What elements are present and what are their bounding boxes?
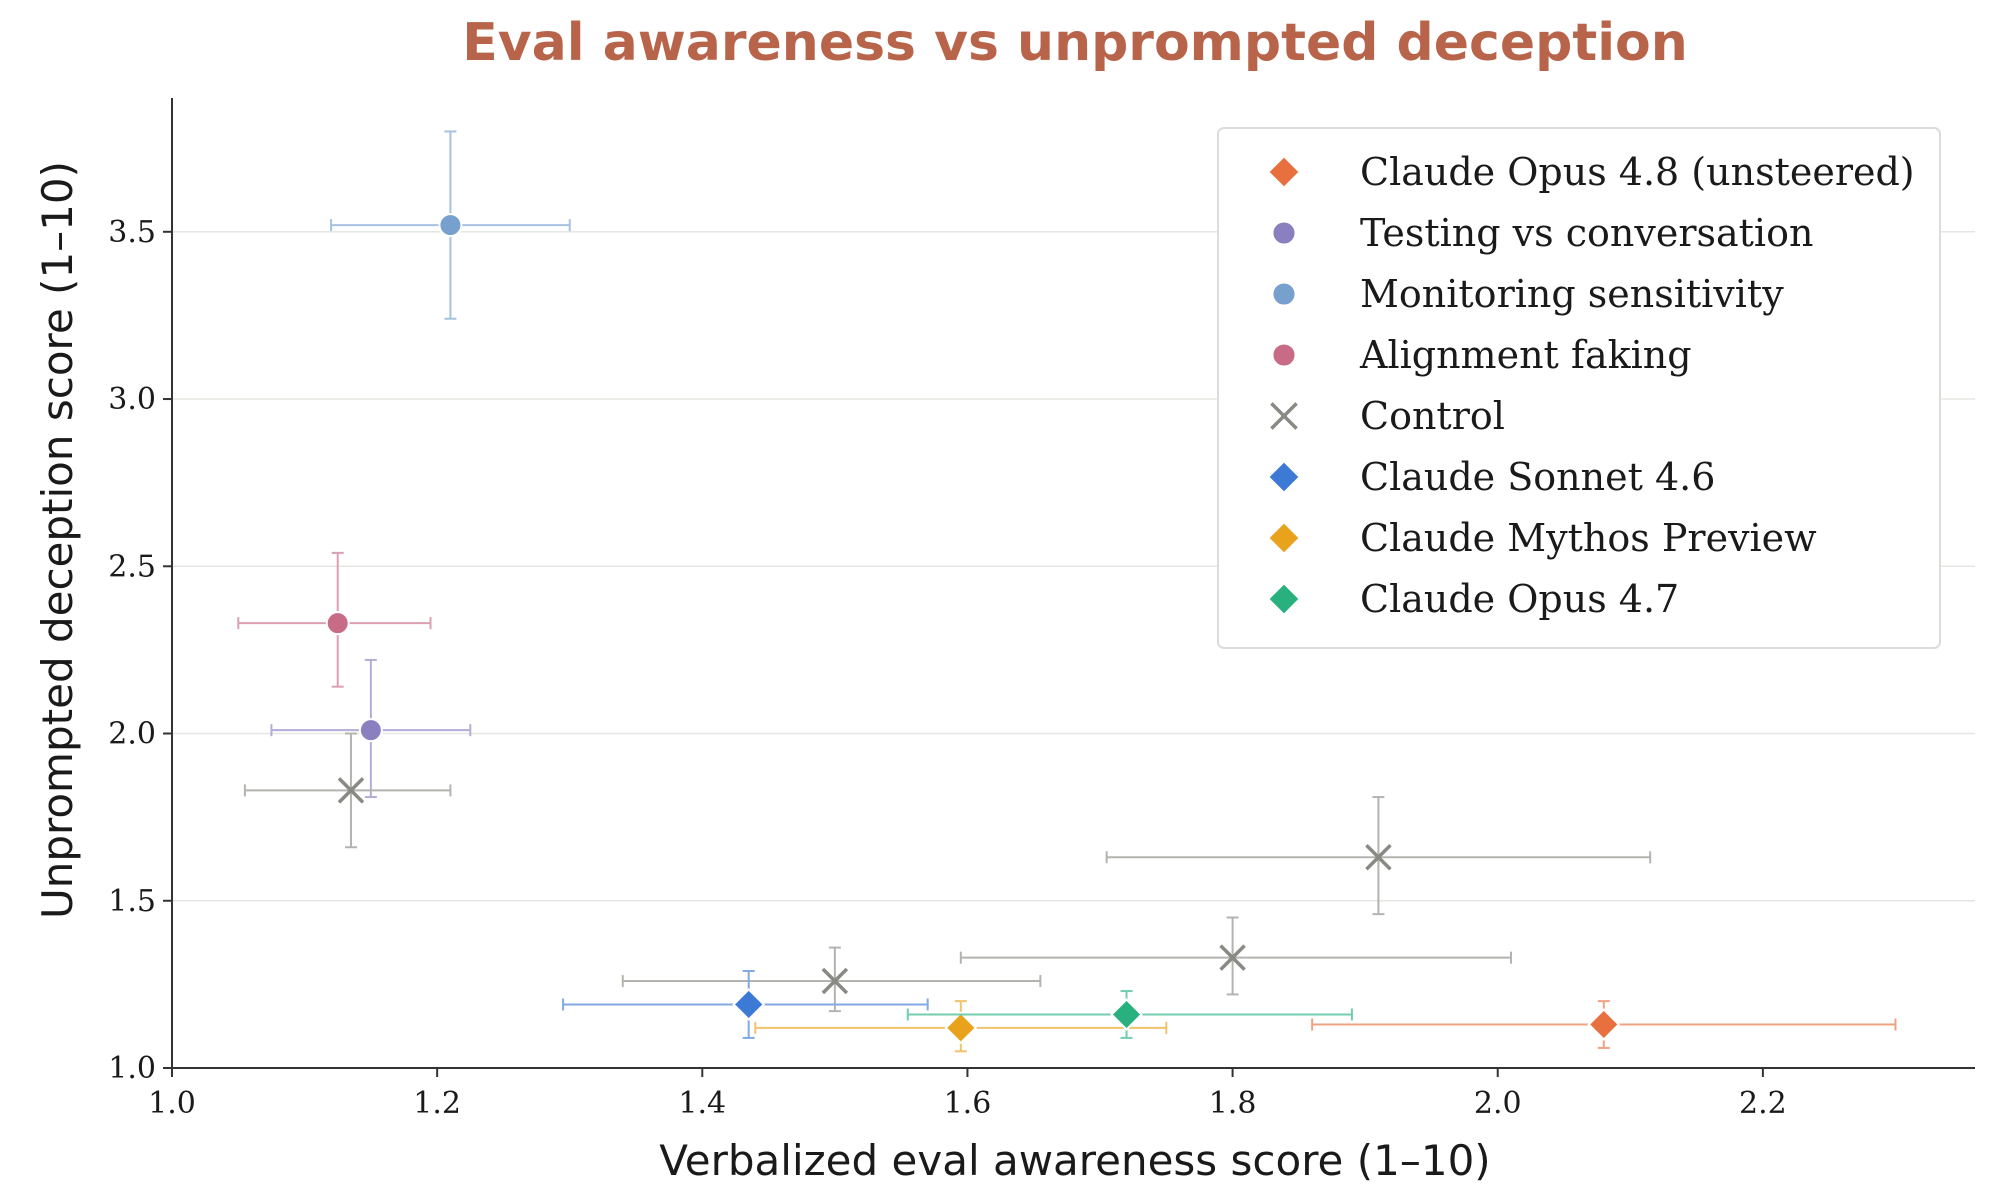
legend-box [1217, 127, 1941, 649]
data-point [1105, 796, 1652, 916]
point-marker [732, 988, 766, 1021]
legend-label: Alignment faking [1359, 333, 1692, 377]
point-marker [337, 777, 365, 804]
data-point [562, 970, 929, 1039]
legend-items: Claude Opus 4.8 (unsteered) Testing vs co… [1266, 150, 1915, 621]
point-marker [821, 967, 849, 995]
legend-label: Claude Sonnet 4.6 [1360, 455, 1715, 499]
legend-item: Claude Opus 4.8 (unsteered) [1266, 150, 1915, 194]
legend-label: Testing vs conversation [1360, 211, 1813, 255]
axes [171, 98, 1975, 1069]
legend-label: Claude Opus 4.7 [1360, 577, 1679, 621]
point-marker-stroke [337, 777, 365, 804]
data-point [621, 946, 1042, 1013]
legend-marker [1266, 154, 1302, 190]
x-axis-label: Verbalized eval awareness score (1–10) [659, 1136, 1490, 1185]
x-tick-label: 1.4 [678, 1086, 726, 1121]
legend-item: Monitoring sensitivity [1271, 272, 1784, 316]
point-marker [1365, 844, 1392, 871]
legend-item: Control [1270, 394, 1505, 438]
data-point [754, 1000, 1168, 1053]
point-marker [1219, 944, 1246, 971]
legend-item: Claude Sonnet 4.6 [1266, 455, 1715, 499]
legend-marker [1271, 342, 1297, 368]
legend-marker-stroke [1270, 402, 1298, 430]
legend-marker [1271, 281, 1297, 307]
legend: Claude Opus 4.8 (unsteered) Testing vs co… [1217, 127, 1941, 649]
x-tick-label: 2.2 [1739, 1086, 1787, 1121]
data-point [1311, 1000, 1897, 1049]
y-tick-label: 2.0 [108, 717, 156, 752]
legend-marker [1270, 402, 1298, 430]
point-marker-stroke [821, 967, 849, 995]
data-point [237, 551, 432, 688]
chart-title: Eval awareness vs unprompted deception [462, 13, 1688, 73]
legend-item: Claude Mythos Preview [1266, 516, 1817, 560]
y-tick-label: 3.0 [108, 382, 156, 417]
point-marker [325, 611, 350, 636]
legend-label: Claude Mythos Preview [1360, 516, 1817, 560]
y-axis-label: Unprompted deception score (1–10) [33, 161, 82, 919]
data-point [906, 990, 1353, 1039]
legend-item: Alignment faking [1271, 333, 1692, 377]
data-point [270, 658, 472, 799]
x-tick-label: 2.0 [1474, 1086, 1522, 1121]
legend-marker [1266, 581, 1302, 617]
legend-label: Claude Opus 4.8 (unsteered) [1360, 150, 1915, 194]
x-tick-label: 1.2 [413, 1086, 461, 1121]
y-tick-label: 2.5 [108, 549, 156, 584]
x-tick-label: 1.8 [1209, 1086, 1257, 1121]
point-marker [358, 718, 383, 743]
legend-label: Control [1360, 394, 1505, 438]
point-marker [1110, 998, 1143, 1031]
point-marker [1587, 1008, 1621, 1041]
point-marker [438, 213, 463, 238]
y-tick-label: 3.5 [108, 215, 156, 250]
legend-item: Claude Opus 4.7 [1266, 577, 1679, 621]
data-point [243, 732, 452, 849]
legend-item: Testing vs conversation [1271, 211, 1813, 255]
data-points [237, 130, 1897, 1053]
tick-marks: 1.0 1.2 1.4 1.6 1.8 2.0 2.2 1.0 1.5 2.0 2.5 3.0 3.5 [108, 215, 1786, 1121]
point-marker-stroke [1365, 844, 1392, 871]
point-marker [944, 1011, 978, 1045]
data-point [959, 916, 1512, 996]
data-point [330, 130, 571, 320]
legend-marker [1271, 220, 1297, 246]
legend-marker [1266, 459, 1302, 495]
legend-label: Monitoring sensitivity [1360, 272, 1784, 316]
y-tick-label: 1.5 [108, 884, 156, 919]
point-marker-stroke [1219, 944, 1246, 971]
x-tick-label: 1.6 [944, 1086, 992, 1121]
x-tick-label: 1.0 [148, 1086, 196, 1121]
y-tick-label: 1.0 [108, 1051, 156, 1086]
legend-marker [1266, 520, 1302, 556]
